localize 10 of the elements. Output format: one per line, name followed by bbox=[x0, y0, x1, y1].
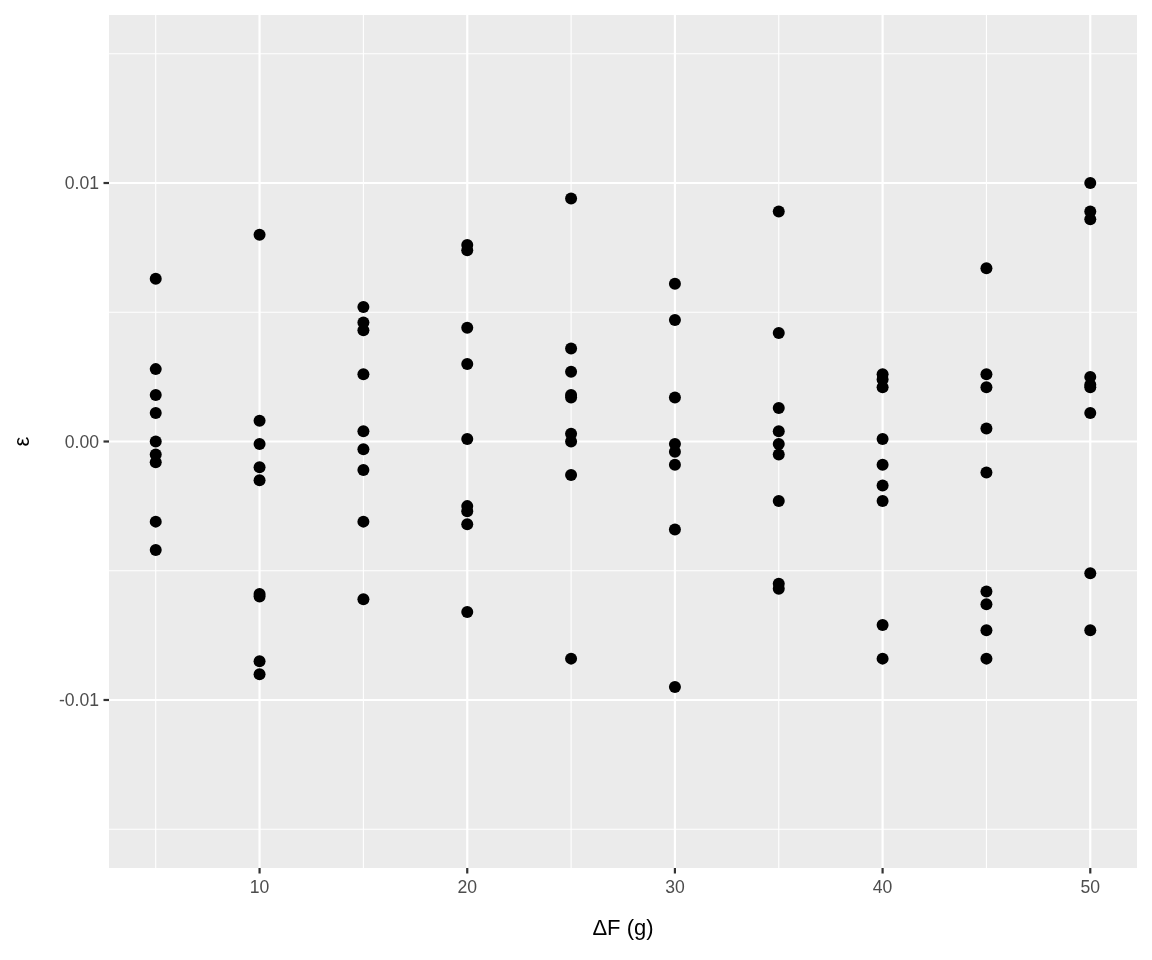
x-tick-label: 10 bbox=[249, 877, 270, 897]
y-tick-label: 0.00 bbox=[64, 431, 100, 452]
y-tick-label: 0.01 bbox=[64, 173, 99, 194]
x-tick-label: 50 bbox=[1080, 877, 1101, 897]
x-axis-title: ΔF (g) bbox=[592, 915, 654, 940]
y-axis-title: ε bbox=[9, 436, 34, 447]
x-tick-label: 40 bbox=[872, 877, 893, 897]
x-tick-label: 30 bbox=[665, 877, 685, 897]
y-tick-label: -0.01 bbox=[58, 689, 99, 710]
x-tick-label: 20 bbox=[457, 877, 478, 897]
